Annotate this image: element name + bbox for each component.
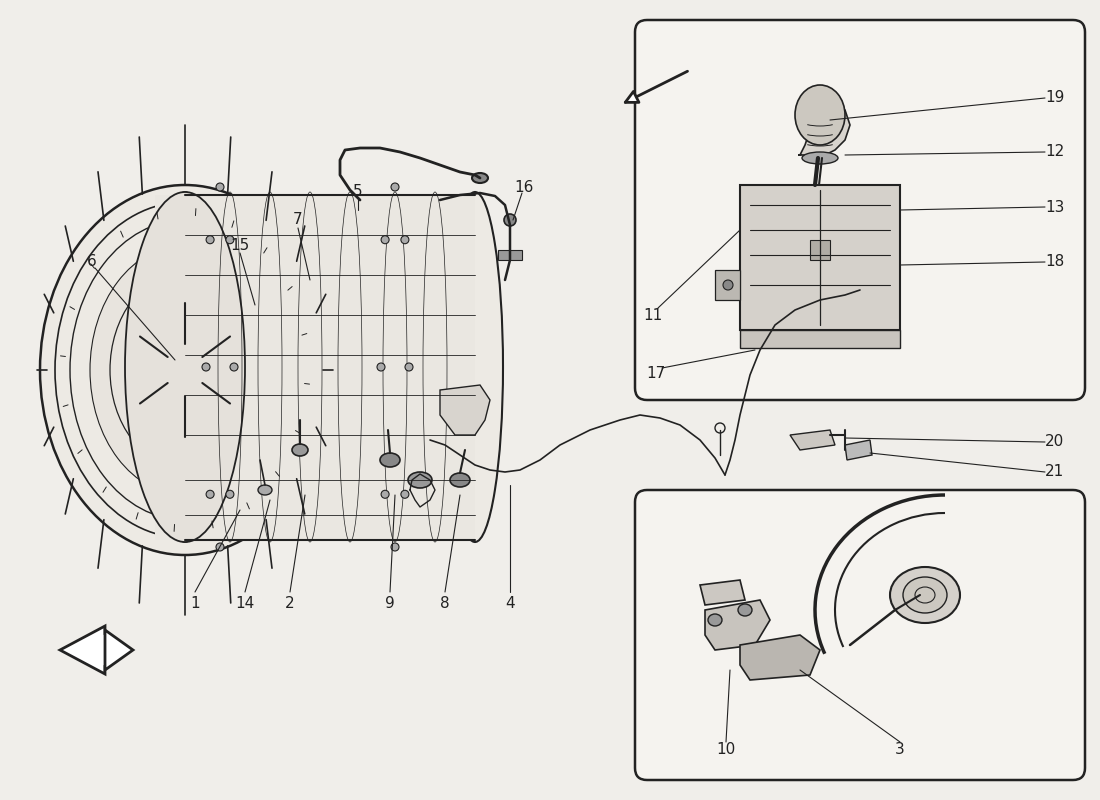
Text: 5: 5 <box>353 185 363 199</box>
Text: 11: 11 <box>644 307 662 322</box>
Ellipse shape <box>206 490 214 498</box>
Polygon shape <box>104 630 133 670</box>
Text: 12: 12 <box>1045 145 1065 159</box>
Text: 2: 2 <box>285 595 295 610</box>
Polygon shape <box>155 195 214 540</box>
Ellipse shape <box>258 485 272 495</box>
Polygon shape <box>440 385 490 435</box>
Text: 13: 13 <box>1045 199 1065 214</box>
Polygon shape <box>798 105 850 155</box>
Ellipse shape <box>206 236 214 244</box>
Text: 6: 6 <box>87 254 97 270</box>
Ellipse shape <box>377 363 385 371</box>
Text: 18: 18 <box>1045 254 1065 270</box>
Text: 16: 16 <box>515 179 534 194</box>
Text: 9: 9 <box>385 595 395 610</box>
Polygon shape <box>60 626 130 674</box>
Ellipse shape <box>400 236 409 244</box>
Bar <box>740 330 900 348</box>
Ellipse shape <box>90 245 280 495</box>
Polygon shape <box>705 600 770 650</box>
FancyBboxPatch shape <box>635 20 1085 400</box>
Ellipse shape <box>504 214 516 226</box>
Ellipse shape <box>472 173 488 183</box>
Polygon shape <box>790 430 835 450</box>
Ellipse shape <box>381 236 389 244</box>
Ellipse shape <box>450 473 470 487</box>
Ellipse shape <box>150 325 220 415</box>
Text: 10: 10 <box>716 742 736 758</box>
Polygon shape <box>715 270 740 300</box>
Ellipse shape <box>130 300 240 440</box>
Ellipse shape <box>55 202 315 538</box>
Ellipse shape <box>202 363 210 371</box>
Text: 19: 19 <box>1045 90 1065 106</box>
Text: 1: 1 <box>190 595 200 610</box>
Ellipse shape <box>795 85 845 145</box>
Ellipse shape <box>226 236 234 244</box>
Ellipse shape <box>903 577 947 613</box>
Text: 17: 17 <box>647 366 666 382</box>
Ellipse shape <box>216 543 224 551</box>
Ellipse shape <box>405 363 412 371</box>
Text: 7: 7 <box>294 213 302 227</box>
Ellipse shape <box>447 192 503 542</box>
Ellipse shape <box>125 192 245 542</box>
Polygon shape <box>498 250 522 260</box>
Ellipse shape <box>216 183 224 191</box>
Polygon shape <box>845 440 872 460</box>
Ellipse shape <box>381 490 389 498</box>
Ellipse shape <box>177 360 192 380</box>
Ellipse shape <box>738 604 752 616</box>
Text: 4: 4 <box>505 595 515 610</box>
Ellipse shape <box>379 453 400 467</box>
Ellipse shape <box>155 192 214 542</box>
Text: 3: 3 <box>895 742 905 758</box>
Ellipse shape <box>802 152 838 164</box>
Ellipse shape <box>226 490 234 498</box>
Ellipse shape <box>292 444 308 456</box>
Ellipse shape <box>708 614 722 626</box>
Ellipse shape <box>723 280 733 290</box>
Text: 8: 8 <box>440 595 450 610</box>
Ellipse shape <box>749 335 761 345</box>
Text: 21: 21 <box>1045 465 1065 479</box>
Ellipse shape <box>230 363 238 371</box>
Text: 20: 20 <box>1045 434 1065 450</box>
Polygon shape <box>740 635 820 680</box>
Ellipse shape <box>408 472 432 488</box>
FancyBboxPatch shape <box>635 490 1085 780</box>
Ellipse shape <box>400 490 409 498</box>
Polygon shape <box>185 195 475 540</box>
Polygon shape <box>700 580 745 605</box>
Ellipse shape <box>390 183 399 191</box>
Text: 14: 14 <box>235 595 254 610</box>
Polygon shape <box>810 240 830 260</box>
Ellipse shape <box>390 543 399 551</box>
Text: 15: 15 <box>230 238 250 253</box>
Ellipse shape <box>890 567 960 623</box>
Ellipse shape <box>167 347 204 393</box>
Ellipse shape <box>40 185 330 555</box>
Bar <box>740 185 900 330</box>
Ellipse shape <box>879 335 891 345</box>
